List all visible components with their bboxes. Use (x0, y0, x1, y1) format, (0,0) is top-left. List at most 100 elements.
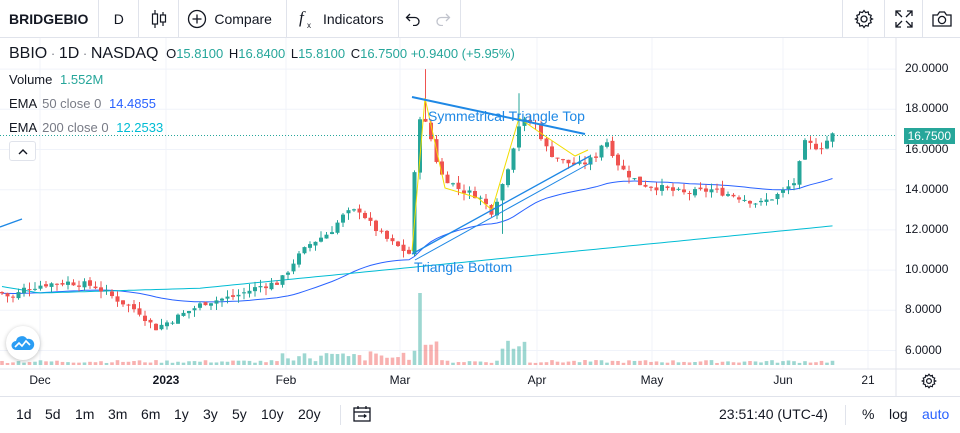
candle-body (49, 283, 54, 287)
volume-bar (649, 361, 653, 365)
timeframe-1m[interactable]: 1m (75, 406, 95, 422)
candle-body (11, 296, 15, 298)
volume-bar (225, 361, 230, 365)
volume-bar (511, 348, 516, 365)
price-tick-label: 10.0000 (905, 262, 949, 277)
volume-bar (429, 344, 433, 365)
time-tick-label: Feb (276, 373, 297, 387)
candle-body (610, 140, 615, 157)
volume-bar (561, 362, 565, 365)
candle-body (759, 200, 763, 203)
compare-button[interactable]: Compare (179, 0, 287, 38)
chart-type-button[interactable] (139, 0, 180, 38)
date-range-button[interactable] (352, 405, 372, 426)
chart-grid (0, 38, 896, 369)
candle-body (335, 222, 340, 233)
timeframe-20y[interactable]: 20y (298, 406, 321, 422)
candle-body (104, 290, 109, 292)
candle-body (550, 146, 554, 157)
candle-body (775, 194, 780, 200)
redo-button[interactable] (427, 0, 461, 38)
compare-label: Compare (214, 10, 272, 27)
legend-ema200[interactable]: EMA 200 close 0 12.2533 (9, 120, 163, 135)
candle-body (27, 289, 32, 291)
screenshot-button[interactable] (922, 0, 960, 38)
lower-trendline-2 (414, 161, 593, 261)
fullscreen-button[interactable] (884, 0, 922, 38)
volume-bar (610, 360, 615, 365)
volume-bar (286, 358, 290, 365)
candle-body (643, 184, 648, 187)
divider (340, 405, 341, 425)
volume-bar (467, 361, 472, 365)
volume-bar (231, 360, 235, 365)
ema50-value: 14.4855 (108, 96, 156, 111)
timeframe-3y[interactable]: 3y (203, 406, 218, 422)
volume-bar (539, 362, 543, 365)
volume-bar (104, 362, 109, 365)
candle-body (159, 324, 164, 330)
timeframe-1d[interactable]: 1d (16, 406, 32, 422)
candle-body (737, 197, 741, 200)
legend-ema50[interactable]: EMA 50 close 0 14.4855 (9, 96, 156, 111)
timeframe-3m[interactable]: 3m (108, 406, 128, 422)
triangle-bottom-label[interactable]: Triangle Bottom (414, 259, 513, 275)
candle-body (781, 189, 785, 193)
candle-body (511, 148, 516, 170)
percent-scale-toggle[interactable]: % (862, 406, 875, 422)
settings-button[interactable] (842, 0, 884, 38)
candle-body (324, 234, 329, 239)
time-axis-settings-button[interactable] (919, 372, 939, 390)
volume-bar (506, 340, 510, 365)
left-trendline (0, 218, 23, 228)
volume-bar (368, 351, 373, 365)
candle-body (60, 283, 65, 285)
volume-bar (786, 360, 791, 365)
auto-scale-toggle[interactable]: auto (922, 406, 950, 422)
volume-bar (500, 348, 505, 365)
candle-body (715, 188, 719, 190)
timeframe-1y[interactable]: 1y (174, 406, 189, 422)
time-tick-label: Dec (29, 373, 50, 387)
candle-body (506, 169, 510, 186)
interval-button[interactable]: D (99, 0, 140, 38)
tradingview-logo[interactable] (6, 326, 40, 360)
ema50-line (1, 178, 833, 303)
camera-icon (931, 11, 952, 27)
volume-bar (357, 355, 362, 365)
clock-display[interactable]: 23:51:40 (UTC-4) (719, 406, 828, 422)
timeframe-10y[interactable]: 10y (261, 406, 284, 422)
candle-body (748, 200, 752, 204)
symbol-search-button[interactable]: BRIDGEBIO (0, 0, 100, 38)
legend-volume[interactable]: Volume 1.552M (9, 72, 103, 87)
triangle-top-label[interactable]: Symmetrical Triangle Top (428, 108, 585, 124)
volume-bar (341, 353, 345, 365)
volume-bar (676, 362, 681, 365)
indicators-button[interactable]: f x Indicators (287, 0, 399, 38)
legend-collapse-button[interactable] (9, 141, 36, 161)
price-chart[interactable]: Dec 2023 Feb Mar Apr May Jun 21 (0, 38, 960, 396)
svg-text:f: f (299, 8, 306, 27)
candlestick-icon (151, 9, 166, 28)
candle-body (577, 162, 582, 164)
candle-body (291, 263, 296, 272)
timeframe-5y[interactable]: 5y (232, 406, 247, 422)
undo-button[interactable] (399, 0, 427, 38)
volume-bar (324, 353, 329, 365)
timeframe-5d[interactable]: 5d (45, 406, 61, 422)
candle-body (165, 322, 169, 327)
volume-bar (440, 360, 444, 365)
candle-body (462, 190, 466, 194)
log-scale-toggle[interactable]: log (889, 406, 908, 422)
timeframe-6m[interactable]: 6m (141, 406, 161, 422)
volume-bar (187, 361, 191, 365)
candle-body (110, 291, 114, 297)
legend-ticker[interactable]: BBIO (9, 45, 48, 62)
candle-body (379, 230, 384, 232)
price-tick-label: 16.0000 (905, 141, 949, 156)
volume-bar (44, 361, 48, 365)
volume-bar (731, 362, 736, 365)
candle-body (82, 281, 87, 288)
volume-bar (478, 361, 483, 365)
volume-bar (11, 362, 15, 365)
